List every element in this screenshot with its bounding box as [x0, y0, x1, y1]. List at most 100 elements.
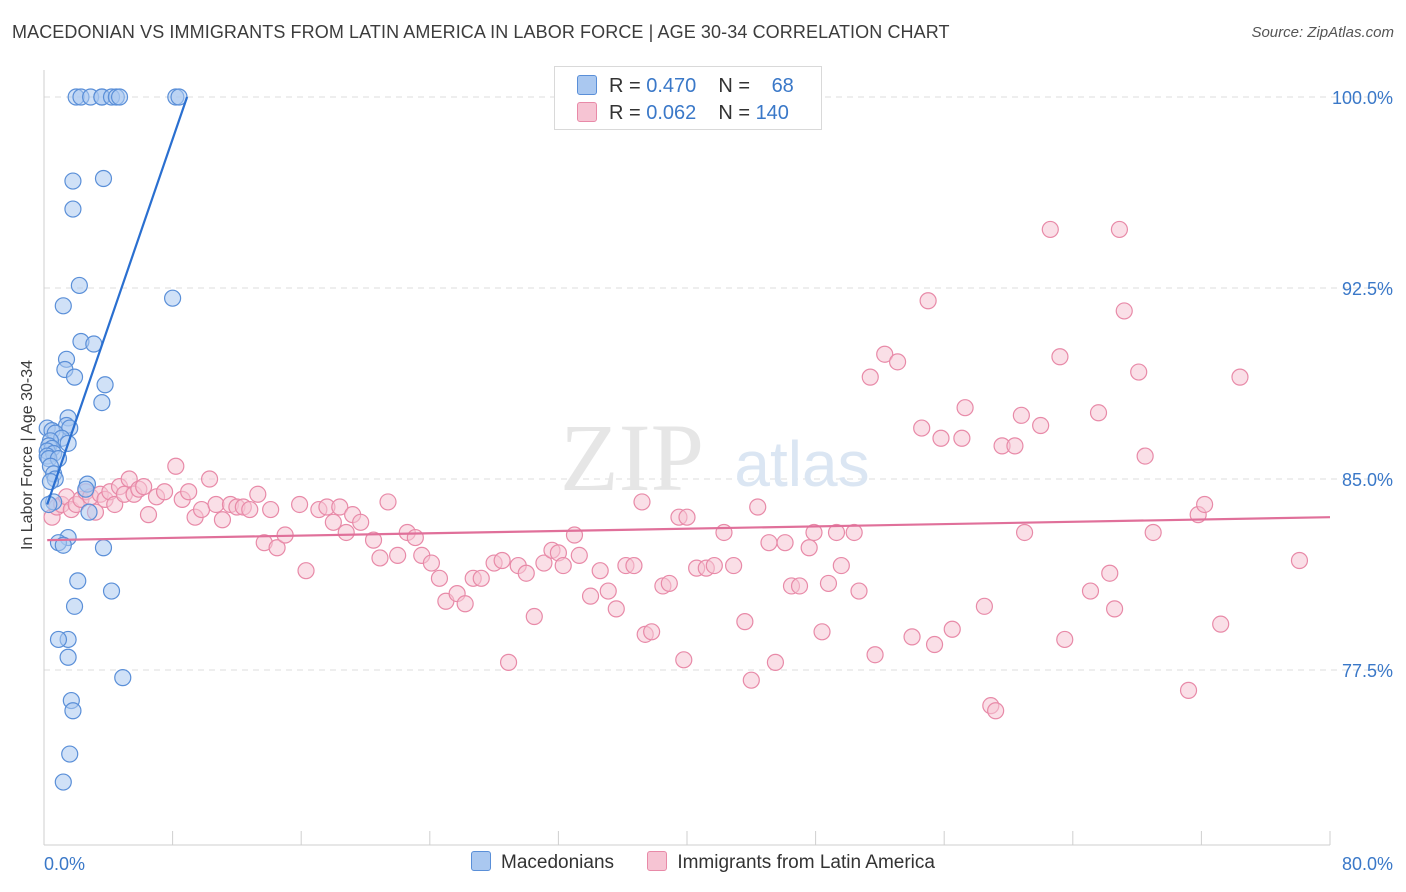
latin-america-point [565, 526, 584, 544]
latin-america-point [1012, 406, 1030, 424]
latin-america-point [827, 523, 846, 542]
trend-line-macedonians [46, 96, 189, 505]
latin-america-point [675, 651, 693, 669]
latin-america-point [1056, 630, 1074, 649]
macedonian-point [114, 669, 132, 687]
macedonian-point [54, 297, 72, 315]
latin-america-point [324, 513, 342, 531]
legend-item-latin-america[interactable]: Immigrants from Latin America [647, 851, 935, 874]
latin-america-point [1179, 681, 1198, 699]
latin-america-point [331, 498, 349, 516]
macedonian-point [64, 702, 82, 720]
latin-america-point [430, 569, 449, 587]
legend-item-macedonians[interactable]: Macedonians [471, 851, 614, 874]
y-tick-label: 92.5% [1342, 279, 1393, 299]
macedonian-point [65, 368, 84, 386]
latin-america-point [1105, 600, 1124, 618]
latin-america-point [766, 653, 785, 671]
latin-america-point [1115, 302, 1133, 320]
latin-america-point [297, 562, 315, 580]
latin-america-point [987, 702, 1005, 720]
latin-america-point [1015, 523, 1034, 542]
latin-america-point [845, 523, 863, 542]
latin-america-point [607, 600, 625, 618]
stats-legend: R = 0.470 N = 68 R = 0.062 N = 140 [554, 66, 822, 130]
latin-america-point [625, 556, 643, 575]
macedonian-point [102, 582, 121, 600]
latin-america-point [241, 500, 259, 519]
x-tick-label-max: 80.0% [1342, 854, 1393, 874]
y-tick-label: 100.0% [1332, 88, 1393, 108]
latin-america-point [493, 551, 511, 570]
latin-america-point [705, 556, 723, 575]
latin-america-point [861, 368, 879, 386]
latin-america-point [249, 485, 267, 503]
latin-america-point [517, 564, 535, 582]
latin-america-point [1136, 447, 1154, 465]
legend-swatch-blue [471, 851, 492, 871]
latin-america-point [1032, 416, 1050, 435]
latin-america-point [725, 556, 743, 575]
trend-line-latin-america [47, 516, 1331, 542]
latin-america-point [1089, 404, 1108, 422]
macedonian-point [94, 539, 113, 557]
latin-america-point [472, 569, 490, 587]
macedonian-point [64, 172, 82, 190]
latin-america-point [525, 607, 543, 626]
series-macedonians-points [38, 88, 188, 791]
macedonian-point [164, 289, 182, 307]
latin-america-point [805, 523, 823, 542]
latin-america-point [535, 554, 553, 572]
latin-america-point [379, 493, 397, 511]
macedonian-point [77, 480, 95, 498]
latin-america-point [1081, 582, 1100, 600]
latin-america-point [192, 500, 211, 519]
latin-america-point [736, 613, 754, 631]
macedonian-point [96, 376, 114, 394]
latin-america-point [290, 495, 309, 514]
latin-america-point [364, 531, 383, 549]
latin-america-point [819, 574, 838, 593]
x-tick-label-min: 0.0% [44, 854, 85, 874]
y-tick-label: 77.5% [1342, 661, 1393, 681]
trend-lines [46, 96, 1331, 542]
latin-america-point [903, 628, 921, 646]
latin-america-point [591, 562, 609, 580]
latin-america-point [913, 419, 931, 437]
latin-america-point [919, 292, 937, 310]
latin-america-point [888, 353, 907, 371]
latin-america-point [139, 506, 158, 524]
latin-america-point [268, 539, 286, 557]
latin-america-point [371, 549, 389, 567]
macedonian-point [49, 630, 68, 649]
latin-america-point [1212, 615, 1230, 633]
latin-america-point [213, 511, 232, 529]
latin-america-point [167, 457, 185, 475]
latin-america-point [932, 429, 950, 447]
latin-america-point [975, 597, 993, 615]
latin-america-point [389, 546, 407, 565]
latin-america-point [1144, 523, 1162, 542]
macedonian-point [54, 536, 72, 554]
latin-america-n-value: 140 [755, 102, 789, 124]
latin-america-point [760, 534, 778, 552]
latin-america-point [678, 508, 696, 526]
latin-america-point [180, 483, 198, 501]
watermark: ZIP atlas [560, 404, 870, 511]
latin-america-point [660, 574, 678, 593]
latin-america-point [742, 671, 760, 689]
latin-america-point [866, 646, 884, 664]
stats-legend-row-latin-america: R = 0.062 N = 140 [577, 102, 789, 126]
watermark-atlas: atlas [734, 428, 869, 500]
source-label: Source: ZipAtlas.com [1251, 24, 1394, 41]
macedonian-point [65, 597, 84, 615]
macedonian-point [54, 773, 72, 791]
latin-america-point [422, 554, 441, 572]
latin-america-point [456, 595, 474, 613]
macedonians-swatch [577, 75, 597, 95]
latin-america-point [876, 345, 894, 363]
latin-america-point [1051, 348, 1069, 366]
latin-america-point [925, 635, 944, 654]
latin-america-point [813, 623, 831, 641]
latin-america-point [643, 623, 661, 641]
